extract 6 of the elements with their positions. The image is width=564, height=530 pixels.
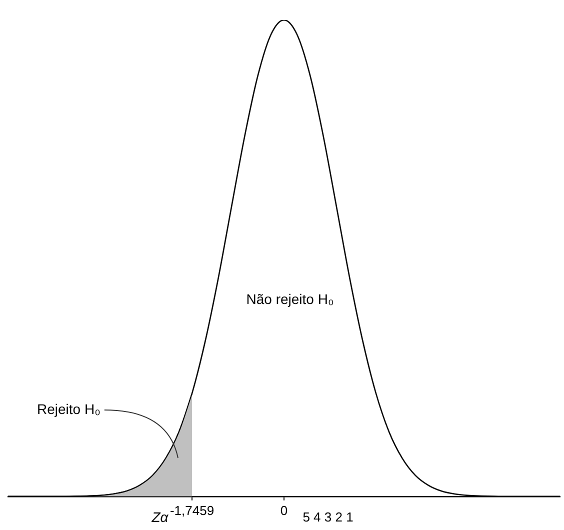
text: Zα: [150, 508, 170, 525]
x-tick-label: 0: [280, 502, 288, 518]
x-tick-label: -1,7459: [170, 502, 214, 518]
annotation: Não rejeito H₀: [246, 290, 334, 307]
annotation: Rejeito H₀: [37, 400, 101, 417]
text: 5 4 3 2 1: [302, 510, 354, 525]
